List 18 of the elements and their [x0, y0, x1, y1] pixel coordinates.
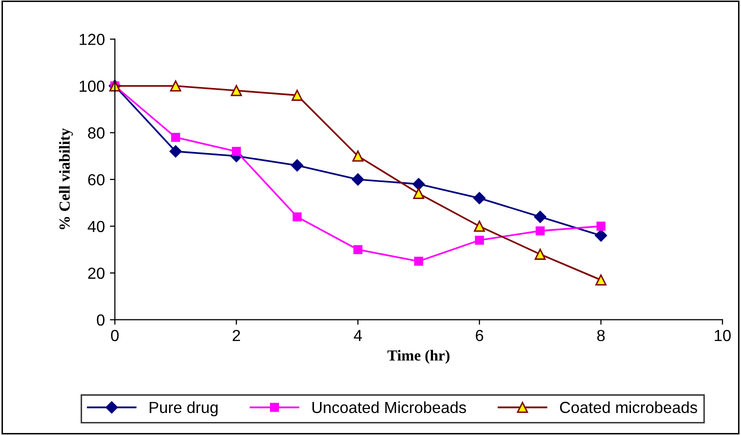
y-tick-label: 40 [88, 220, 105, 232]
y-tick-label: 0 [96, 314, 105, 326]
legend-label: Pure drug [150, 401, 218, 416]
y-axis-title: % Cell viability [59, 128, 73, 230]
y-tick-label: 60 [88, 174, 105, 186]
y-tick-label: 20 [88, 268, 105, 279]
y-tick-label: 120 [80, 34, 105, 46]
legend-label: Coated microbeads [560, 401, 698, 414]
x-tick-label: 0 [111, 330, 119, 342]
y-tick-label: 100 [80, 80, 105, 92]
y-tick-label: 80 [88, 127, 105, 139]
x-axis-title: Time (hr) [387, 350, 450, 364]
x-tick-label: 10 [714, 330, 731, 342]
x-tick-label: 6 [476, 330, 484, 342]
x-tick-label: 8 [597, 330, 605, 342]
x-tick-label: 2 [232, 330, 240, 342]
legend-label: Uncoated Microbeads [312, 401, 466, 414]
x-tick-label: 4 [354, 330, 362, 342]
